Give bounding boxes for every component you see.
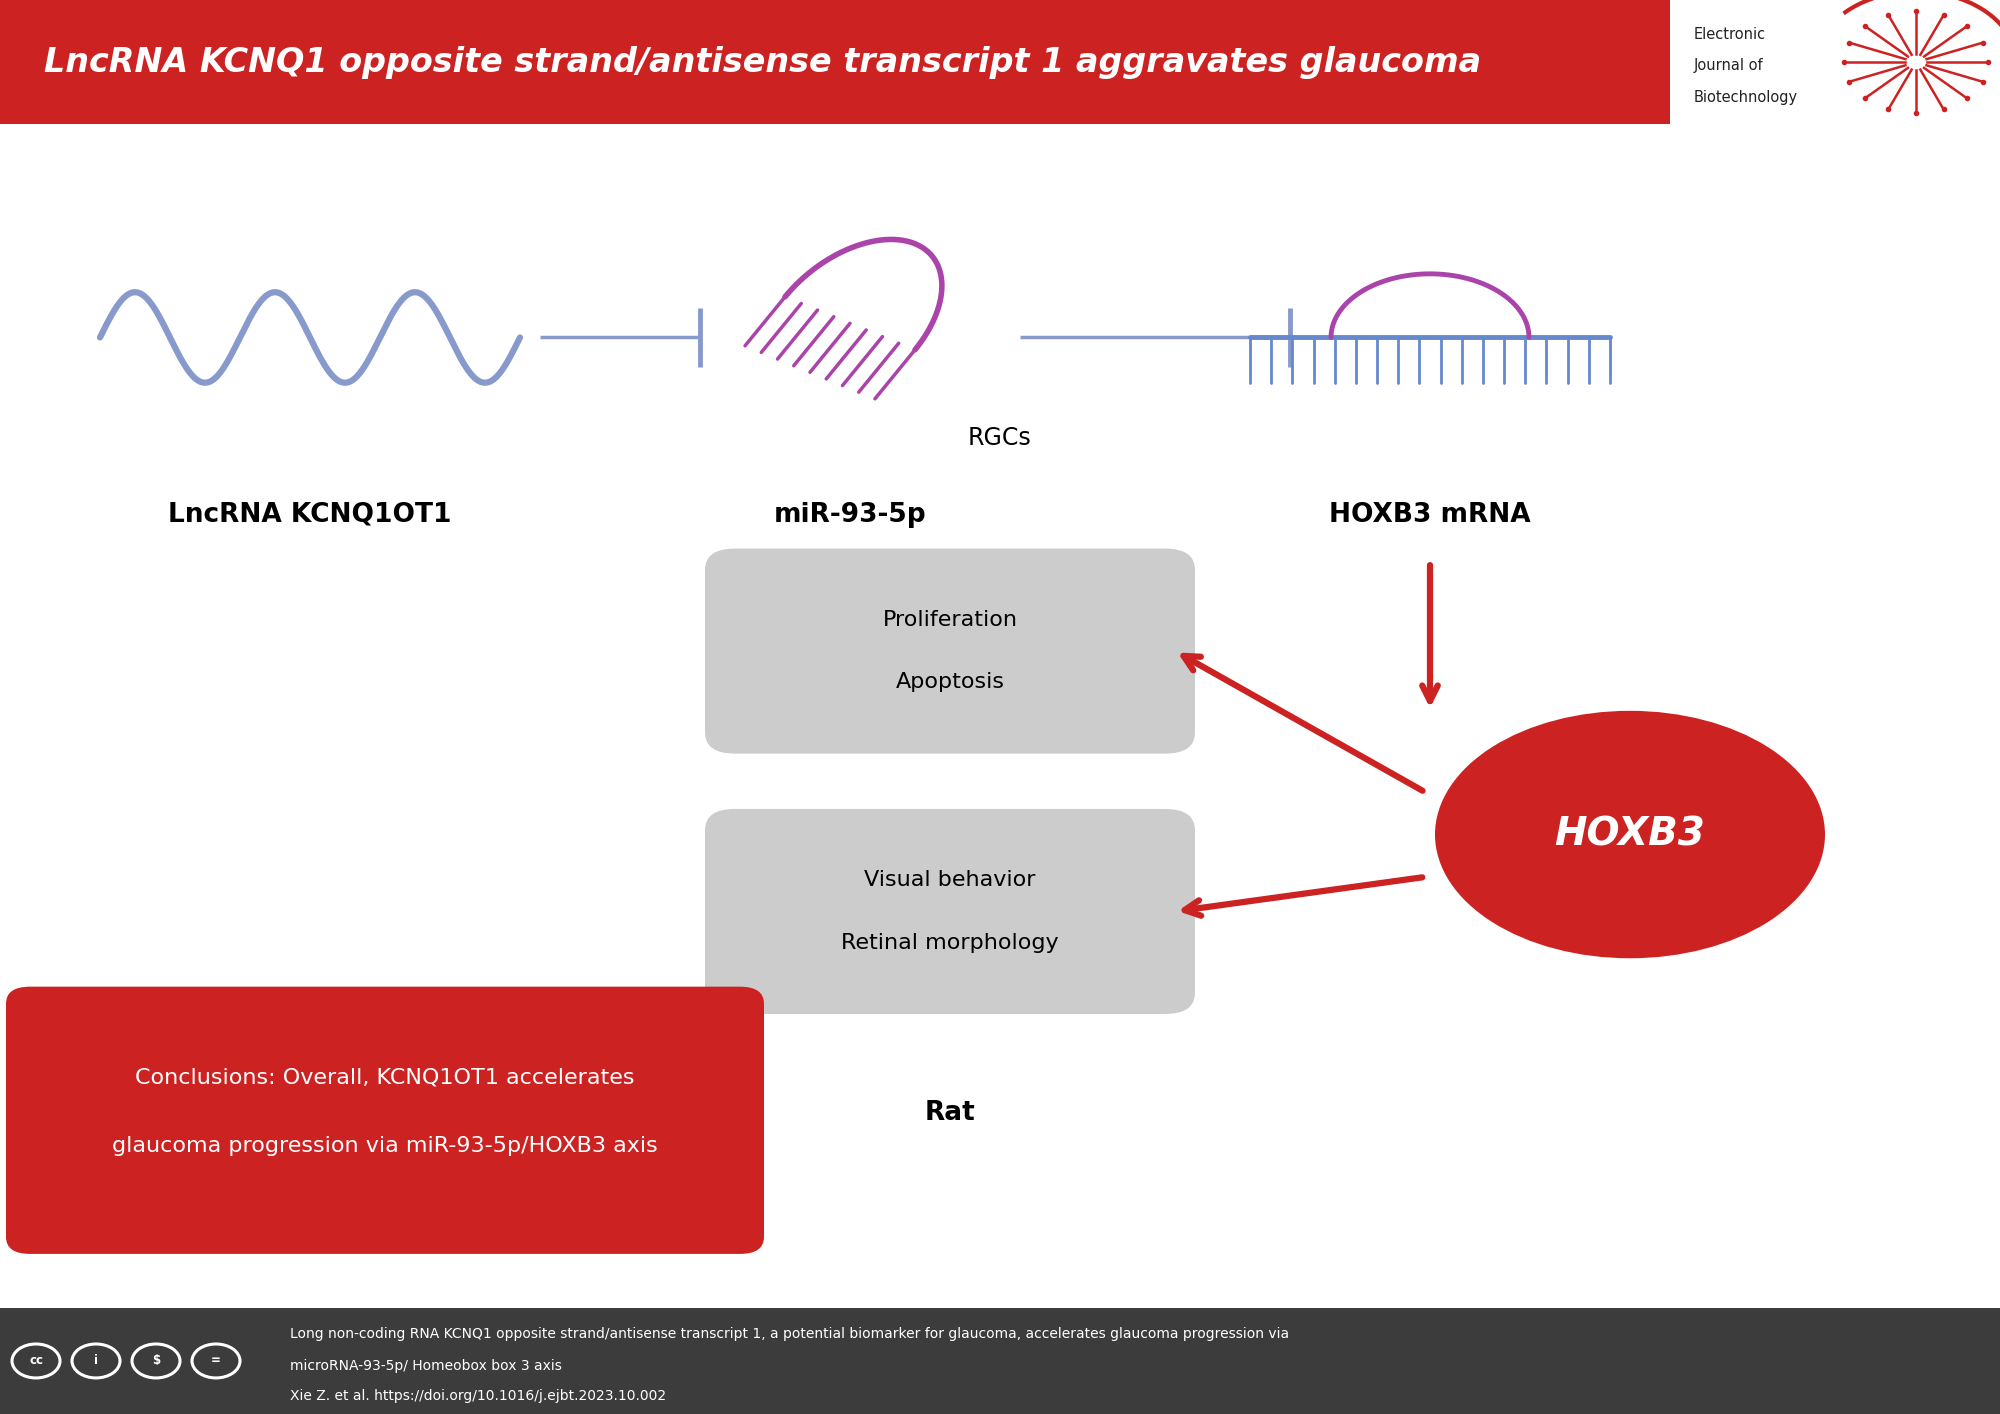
Text: LncRNA KCNQ1OT1: LncRNA KCNQ1OT1 [168, 502, 452, 527]
Ellipse shape [1436, 711, 1824, 959]
FancyBboxPatch shape [704, 809, 1194, 1014]
Circle shape [1830, 1, 2000, 123]
Text: Retinal morphology: Retinal morphology [842, 933, 1058, 953]
Text: RGCs: RGCs [968, 426, 1032, 450]
Text: Journal of: Journal of [1694, 58, 1764, 74]
Text: =: = [212, 1355, 220, 1367]
Text: miR-93-5p: miR-93-5p [774, 502, 926, 527]
FancyBboxPatch shape [704, 549, 1194, 754]
Bar [1670, 0, 2000, 124]
Text: HOXB3 mRNA: HOXB3 mRNA [1330, 502, 1530, 527]
Text: cc: cc [28, 1355, 44, 1367]
Text: Biotechnology: Biotechnology [1694, 89, 1798, 105]
Text: HOXB3: HOXB3 [1554, 816, 1706, 854]
Text: Rat: Rat [924, 1100, 976, 1126]
Text: glaucoma progression via miR-93-5p/HOXB3 axis: glaucoma progression via miR-93-5p/HOXB3… [112, 1135, 658, 1155]
Text: Xie Z. et al. https://doi.org/10.1016/j.ejbt.2023.10.002: Xie Z. et al. https://doi.org/10.1016/j.… [290, 1389, 666, 1403]
Bar [0, 1308, 2000, 1414]
FancyBboxPatch shape [6, 987, 764, 1254]
Text: Apoptosis: Apoptosis [896, 672, 1004, 693]
Text: Electronic: Electronic [1694, 27, 1766, 42]
Text: microRNA-93-5p/ Homeobox box 3 axis: microRNA-93-5p/ Homeobox box 3 axis [290, 1359, 562, 1373]
Text: Visual behavior: Visual behavior [864, 871, 1036, 891]
Text: i: i [94, 1355, 98, 1367]
Text: $: $ [152, 1355, 160, 1367]
Text: Conclusions: Overall, KCNQ1OT1 accelerates: Conclusions: Overall, KCNQ1OT1 accelerat… [136, 1068, 634, 1087]
Text: Proliferation: Proliferation [882, 609, 1018, 631]
Text: LncRNA KCNQ1 opposite strand/antisense transcript 1 aggravates glaucoma: LncRNA KCNQ1 opposite strand/antisense t… [44, 45, 1482, 79]
Bar [0, 0, 2000, 124]
Text: Long non-coding RNA KCNQ1 opposite strand/antisense transcript 1, a potential bi: Long non-coding RNA KCNQ1 opposite stran… [290, 1328, 1290, 1342]
